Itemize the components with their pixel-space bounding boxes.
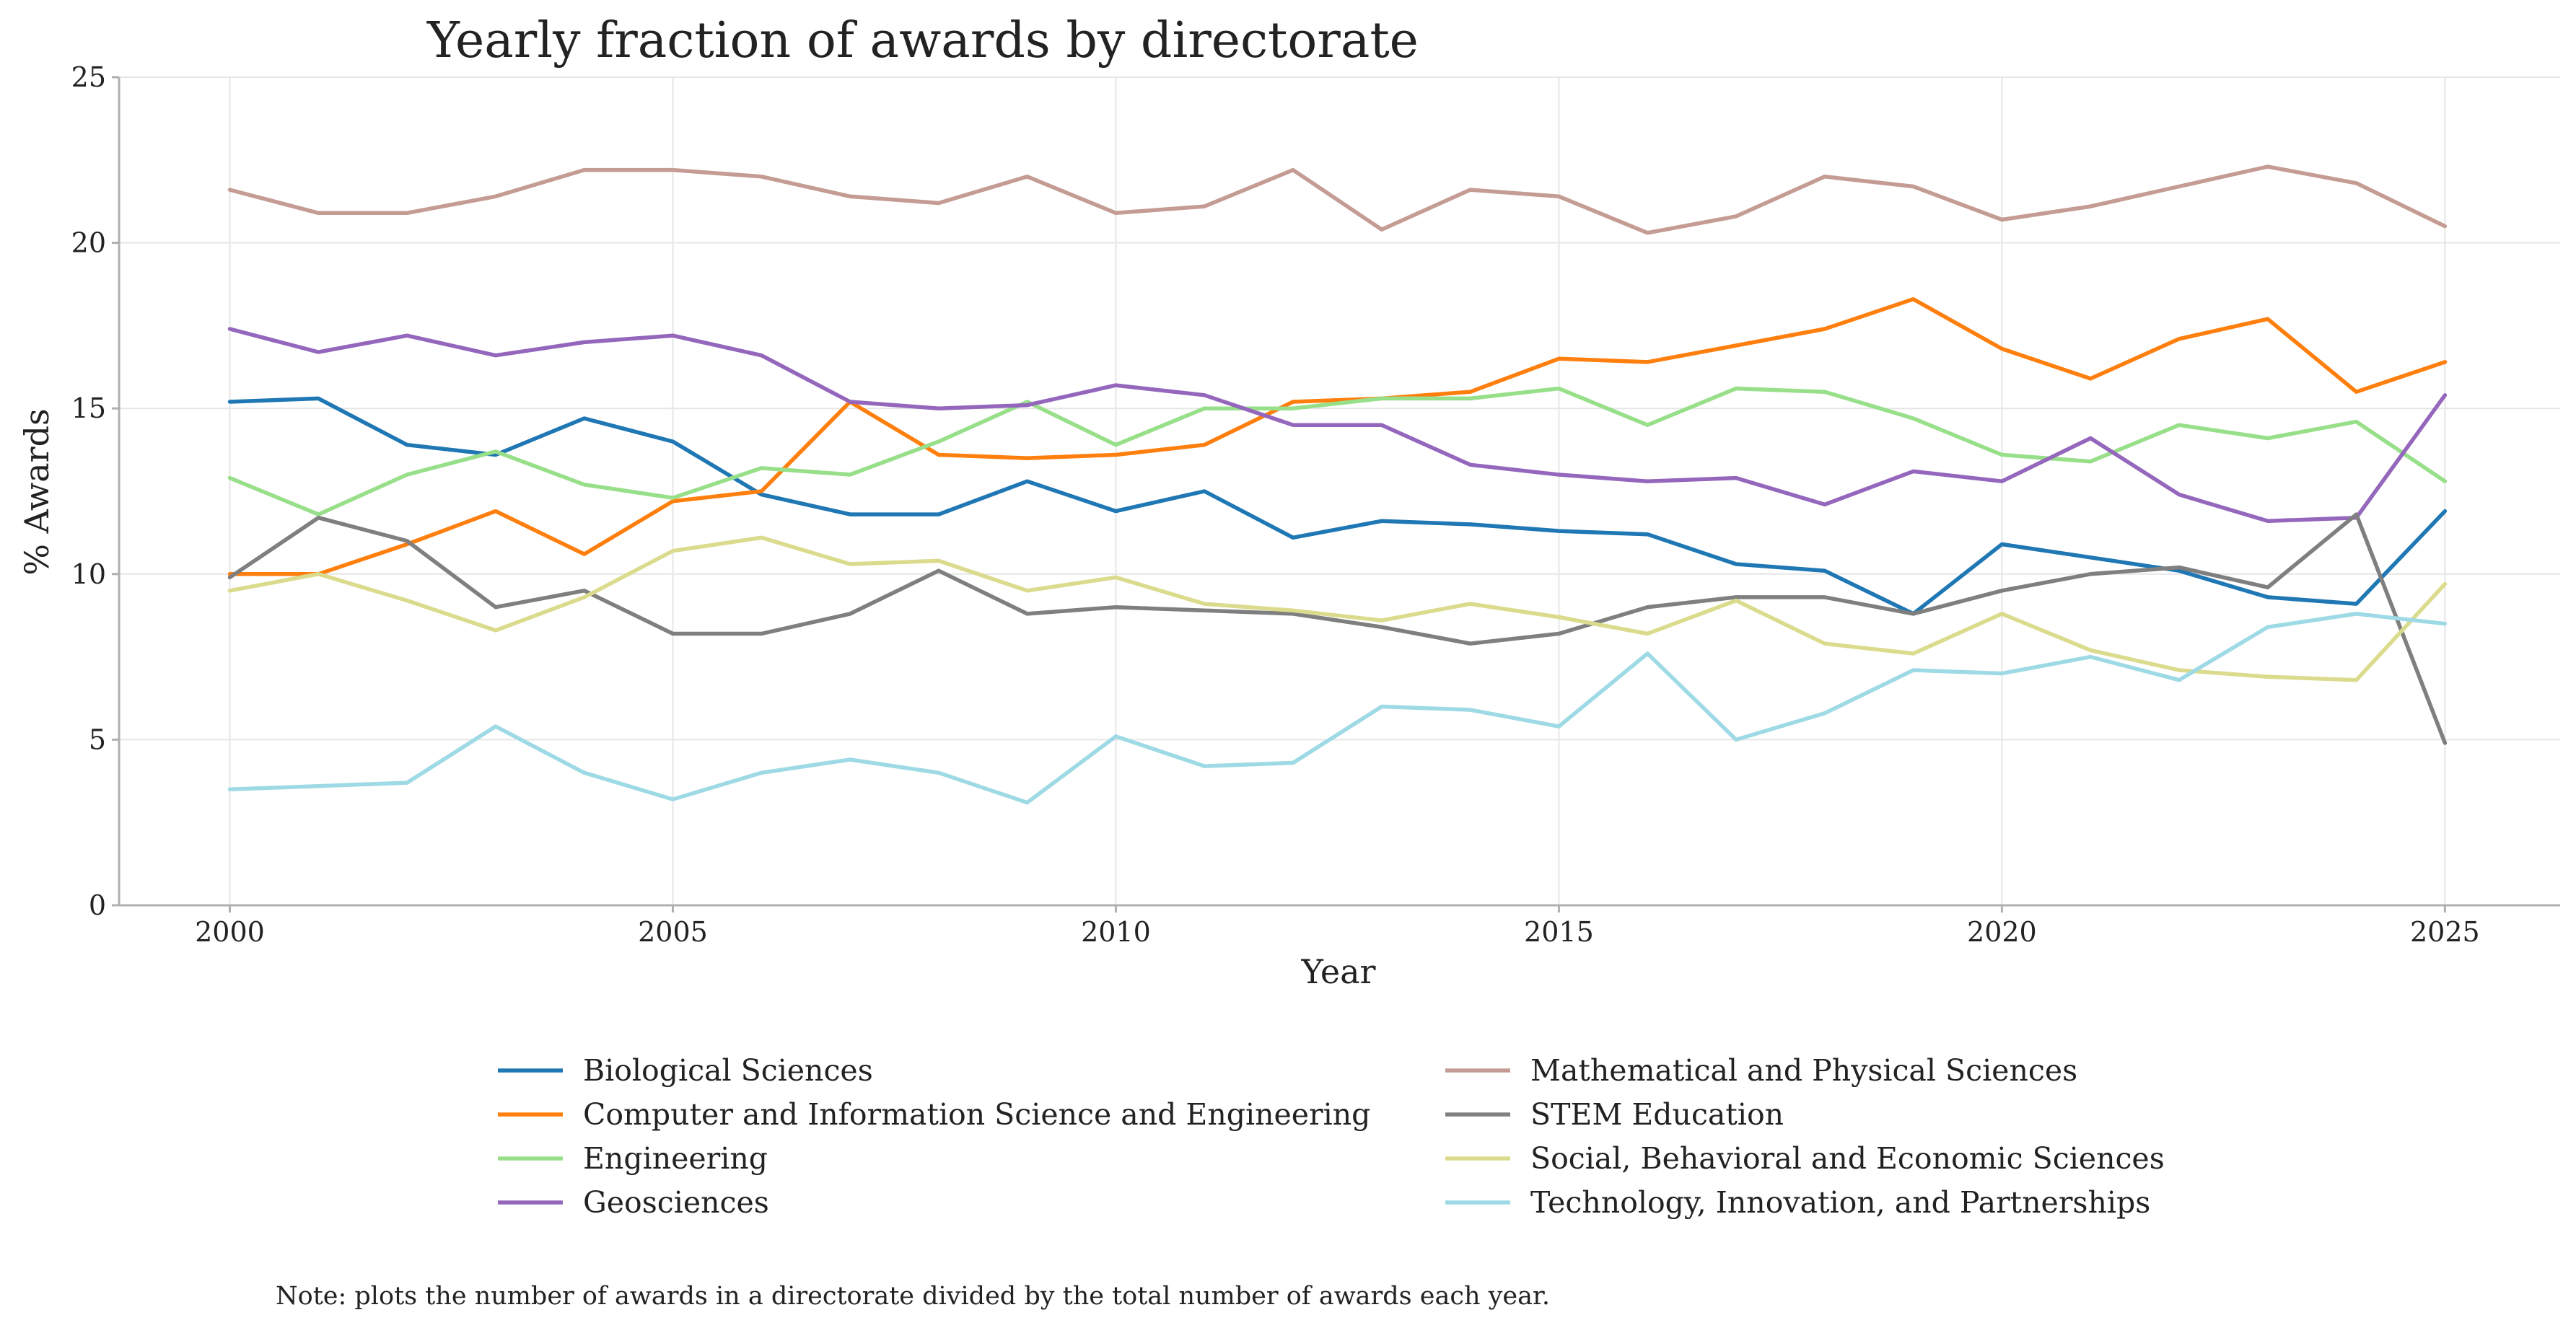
y-axis-ticks: 0 5 10 15 20 25 (71, 61, 119, 921)
x-tick-label: 2000 (195, 916, 265, 948)
series-line-8 (227, 612, 2448, 805)
legend-label: Biological Sciences (583, 1053, 873, 1088)
x-axis-ticks: 2000 2005 2010 2015 2020 2025 (195, 905, 2480, 948)
series-line-2 (227, 296, 2448, 576)
axes (118, 77, 2560, 907)
x-axis-label: Year (1300, 952, 1375, 991)
legend: Biological Sciences Computer and Informat… (498, 1053, 2165, 1220)
legend-item: Social, Behavioral and Economic Sciences (1445, 1141, 2165, 1176)
legend-label: Mathematical and Physical Sciences (1530, 1053, 2077, 1088)
legend-item: Mathematical and Physical Sciences (1445, 1053, 2077, 1088)
legend-item: Technology, Innovation, and Partnerships (1445, 1185, 2150, 1220)
series-lines (227, 164, 2448, 805)
legend-label: Social, Behavioral and Economic Sciences (1530, 1141, 2165, 1176)
plot-area (118, 76, 2560, 907)
series-line-4 (227, 327, 2448, 524)
x-tick-label: 2015 (1524, 916, 1594, 948)
legend-label: Geosciences (583, 1185, 769, 1220)
y-tick-label: 0 (89, 889, 106, 921)
legend-label: Engineering (583, 1141, 768, 1176)
legend-item: STEM Education (1445, 1097, 1784, 1132)
x-tick-label: 2020 (1967, 916, 2037, 948)
series-line-6 (227, 512, 2448, 745)
y-tick-label: 10 (71, 558, 106, 590)
series-line-7 (227, 535, 2448, 682)
y-tick-label: 20 (71, 227, 106, 259)
legend-item: Computer and Information Science and Eng… (498, 1097, 1370, 1132)
legend-item: Engineering (498, 1141, 768, 1176)
y-tick-label: 15 (71, 392, 106, 424)
series-line-1 (227, 396, 2448, 616)
legend-label: STEM Education (1530, 1097, 1784, 1132)
x-tick-label: 2010 (1081, 916, 1151, 948)
chart-note: Note: plots the number of awards in a di… (276, 1282, 1550, 1311)
legend-label: Computer and Information Science and Eng… (583, 1097, 1370, 1132)
legend-label: Technology, Innovation, and Partnerships (1530, 1185, 2150, 1220)
y-axis-label: % Awards (17, 408, 56, 575)
chart-title: Yearly fraction of awards by directorate (426, 12, 1419, 69)
y-tick-label: 25 (71, 61, 106, 93)
y-tick-label: 5 (89, 724, 106, 755)
series-line-3 (227, 386, 2448, 516)
legend-item: Biological Sciences (498, 1053, 873, 1088)
x-tick-label: 2025 (2410, 916, 2480, 948)
x-tick-label: 2005 (638, 916, 708, 948)
series-line-5 (227, 164, 2448, 235)
legend-item: Geosciences (498, 1185, 769, 1220)
